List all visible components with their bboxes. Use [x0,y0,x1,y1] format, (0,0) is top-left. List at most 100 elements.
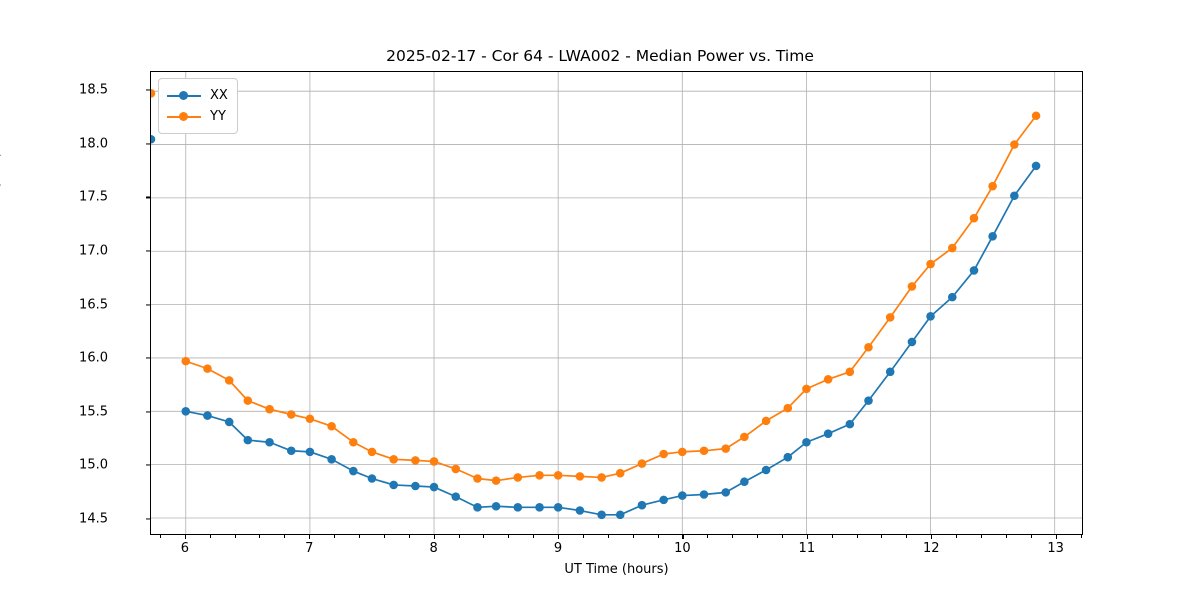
data-point [926,259,935,269]
x-minor-tick-mark [1080,535,1082,538]
data-point [429,482,439,492]
x-tick-label: 13 [1047,541,1064,556]
data-point [637,459,647,468]
data-point [535,471,544,480]
data-point [802,384,811,394]
data-point [1031,111,1041,121]
y-tick-mark [146,411,150,413]
data-point [553,471,563,480]
data-point [597,473,606,482]
data-point [349,437,358,447]
x-minor-tick-mark [234,535,236,538]
data-point [761,416,771,426]
x-minor-tick-mark [607,535,609,538]
data-point [243,396,253,405]
y-tick-mark [146,464,150,466]
x-minor-tick-mark [284,535,286,538]
data-point [988,181,997,191]
y-tick-mark [146,196,150,198]
data-point [553,503,563,512]
data-point [1031,161,1041,171]
grid-lines [151,72,1082,534]
y-tick-mark [146,143,150,145]
data-point [181,356,191,366]
data-point [677,491,687,500]
x-tick-label: 11 [798,541,816,556]
data-point [305,414,315,424]
x-minor-tick-mark [259,535,261,538]
x-tick-label: 8 [429,541,438,556]
data-point [699,490,709,499]
data-point [907,282,917,291]
x-minor-tick-mark [707,535,709,538]
x-tick-mark [806,535,808,539]
data-point [491,476,501,485]
data-point [513,473,523,482]
legend-item-yy[interactable]: YY [167,106,228,127]
data-point [864,396,873,405]
data-point [885,313,895,322]
x-minor-tick-mark [408,535,410,538]
x-minor-tick-mark [980,535,982,538]
data-point [265,437,274,447]
data-point [473,503,482,512]
x-tick-label: 6 [180,541,189,556]
legend-item-xx[interactable]: XX [167,85,228,106]
x-minor-tick-mark [956,535,958,538]
x-tick-mark [558,535,560,539]
data-point [243,435,253,445]
x-minor-tick-mark [881,535,883,538]
x-tick-mark [682,535,684,539]
data-point [947,243,957,253]
x-minor-tick-mark [856,535,858,538]
data-point [907,337,917,347]
data-point [367,447,377,457]
data-point [740,432,749,442]
x-minor-tick-mark [508,535,510,538]
data-point [885,367,895,377]
legend-marker-dot [178,112,188,121]
x-tick-mark [1055,535,1057,539]
data-point [224,376,234,385]
x-tick-mark [184,535,186,539]
data-point [864,342,873,352]
data-point [349,466,358,476]
data-point [575,472,585,481]
data-point [721,488,731,497]
chart-legend[interactable]: XX YY [158,78,238,134]
y-tick-label: 17.0 [79,243,108,259]
x-minor-tick-mark [1005,535,1007,538]
data-point [659,495,668,505]
data-point [451,492,461,501]
data-point [327,455,336,464]
y-tick-label: 16.5 [79,297,108,313]
legend-swatch [167,111,201,123]
x-minor-tick-mark [657,535,659,538]
data-point [491,501,501,511]
data-point [761,465,771,475]
x-axis-label: UT Time (hours) [564,562,669,577]
data-point [845,367,855,377]
y-tick-label: 15.5 [79,404,108,420]
data-point [286,446,296,456]
x-minor-tick-mark [632,535,634,538]
data-point [305,447,315,457]
data-point [513,503,523,512]
data-point [969,266,979,275]
y-tick-mark [146,304,150,306]
y-tick-label: 16.0 [79,350,108,366]
x-minor-tick-mark [533,535,535,538]
data-point [411,456,420,465]
data-point [597,510,606,520]
data-point [783,403,793,413]
legend-label: YY [210,109,226,124]
data-point [473,474,482,483]
data-point [988,232,997,241]
y-tick-mark [146,89,150,91]
data-point [389,480,398,490]
data-point [783,452,793,462]
x-tick-mark [931,535,933,539]
data-point [151,89,156,98]
series-yy [151,89,1041,485]
data-point [845,419,855,429]
